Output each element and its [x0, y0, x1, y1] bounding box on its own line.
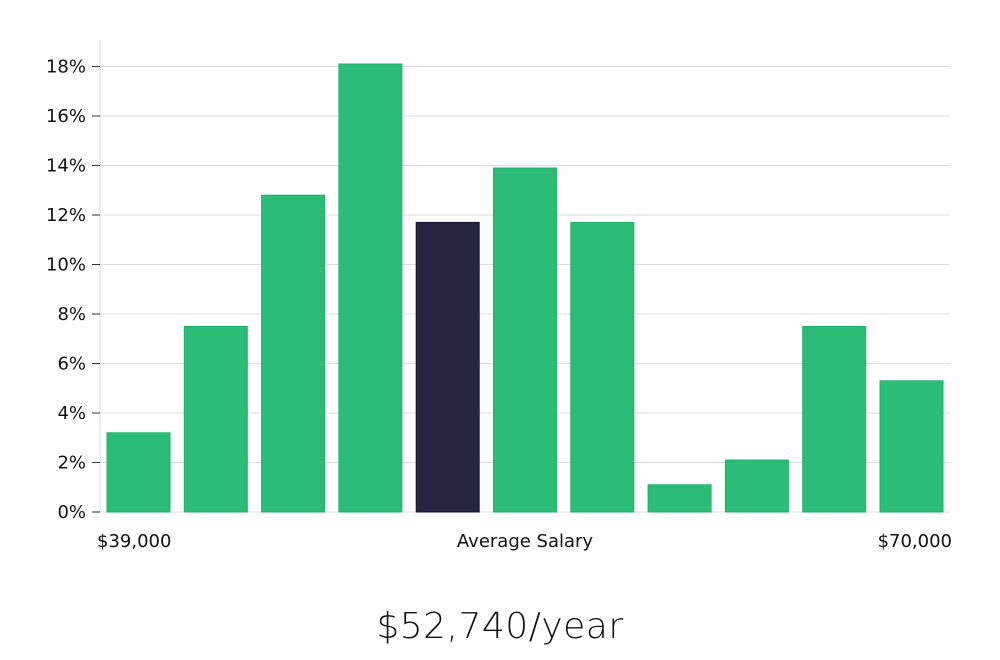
y-tick-label: 16% — [46, 106, 86, 127]
y-tick-label: 10% — [46, 255, 86, 276]
bar — [338, 63, 403, 513]
bar — [106, 432, 171, 513]
y-tick-label: 12% — [46, 205, 86, 226]
x-label-average: Average Salary — [457, 531, 594, 552]
y-tick-label: 4% — [57, 403, 86, 424]
y-tick-label: 2% — [57, 453, 86, 474]
bar — [879, 380, 944, 513]
salary-histogram: 0% 2% 4% 6% 8% 10% 12% 14% 16% 18% $39,000 Averag… — [46, 40, 952, 552]
bars — [106, 63, 944, 513]
x-axis-labels: $39,000 Average Salary $70,000 — [97, 531, 952, 552]
y-tick-label: 14% — [46, 156, 86, 177]
bar — [802, 325, 867, 513]
bar-average — [415, 221, 480, 513]
y-axis: 0% 2% 4% 6% 8% 10% 12% 14% 16% 18% — [46, 40, 101, 523]
x-label-max: $70,000 — [878, 531, 952, 552]
y-tick-label: 0% — [57, 502, 86, 523]
bar — [261, 194, 326, 513]
y-tick-label: 6% — [57, 354, 86, 375]
average-salary-headline: $52,740/year — [376, 606, 624, 647]
bar — [183, 325, 248, 513]
bar — [647, 484, 712, 513]
bar — [493, 167, 557, 513]
bar — [570, 221, 635, 513]
y-tick-label: 18% — [46, 57, 86, 78]
y-tick-label: 8% — [57, 304, 86, 325]
x-label-min: $39,000 — [97, 531, 171, 552]
bar — [724, 459, 789, 513]
